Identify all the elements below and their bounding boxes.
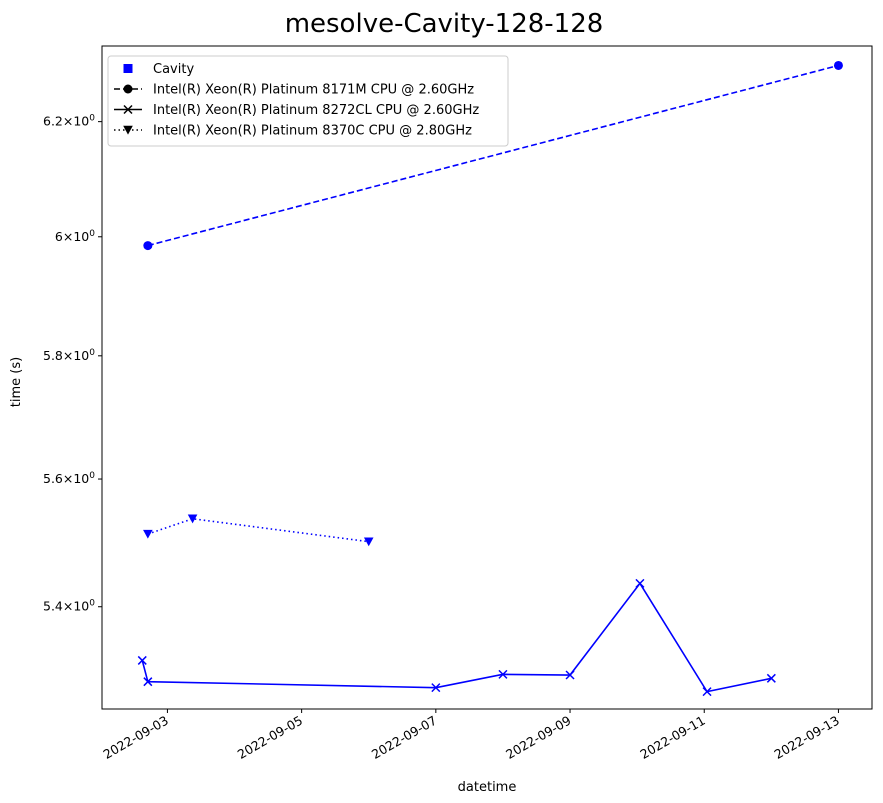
series-3-point-2	[187, 514, 198, 524]
series-2	[137, 578, 776, 697]
legend: Cavity Intel(R) Xeon(R) Platinum 8171M CP…	[107, 55, 509, 147]
series-2-point-3	[431, 683, 441, 693]
plot-area	[102, 46, 872, 709]
x-axis-label: datetime	[458, 780, 517, 795]
y-tick-label-1: 5.4×100	[43, 599, 95, 614]
legend-marker-1	[123, 64, 133, 73]
legend-marker-4	[123, 125, 133, 135]
series-3-point-3	[363, 537, 374, 547]
legend-entry-2: Intel(R) Xeon(R) Platinum 8171M CPU @ 2.…	[114, 83, 474, 98]
x-tick-label-1: 2022-09-03	[101, 713, 171, 762]
x-tick-label-4: 2022-09-09	[503, 713, 573, 762]
legend-label-3: Intel(R) Xeon(R) Platinum 8272CL CPU @ 2…	[153, 103, 479, 118]
legend-entry-4: Intel(R) Xeon(R) Platinum 8370C CPU @ 2.…	[114, 124, 472, 139]
legend-label-1: Cavity	[153, 62, 194, 77]
legend-label-4: Intel(R) Xeon(R) Platinum 8370C CPU @ 2.…	[153, 124, 472, 139]
series-2-point-4	[498, 669, 508, 679]
legend-entry-3: Intel(R) Xeon(R) Platinum 8272CL CPU @ 2…	[114, 103, 479, 118]
series-1-line	[147, 64, 839, 247]
legend-marker-2	[123, 84, 133, 94]
series-2-point-1	[137, 655, 147, 665]
y-tick-label-2: 5.6×100	[43, 471, 95, 486]
series-1-point-1	[143, 241, 153, 251]
x-tick-label-5: 2022-09-11	[637, 713, 707, 762]
series-3-point-1	[143, 529, 153, 539]
series-1	[143, 60, 843, 251]
series-2-point-8	[766, 673, 776, 683]
y-tick-label-3: 5.8×100	[43, 348, 95, 363]
y-tick-label-4: 6×100	[55, 229, 95, 244]
series-1-point-2	[833, 60, 843, 70]
series-3	[143, 514, 374, 547]
series-2-line	[141, 581, 772, 693]
legend-entry-1: Cavity	[123, 62, 194, 77]
series-layer	[137, 60, 843, 697]
series-2-point-5	[565, 670, 575, 680]
x-tick-label-3: 2022-09-07	[369, 713, 439, 762]
x-tick-label-2: 2022-09-05	[235, 713, 305, 762]
legend-marker-3	[123, 104, 133, 115]
series-2-point-6	[635, 578, 645, 588]
chart-title: mesolve-Cavity-128-128	[285, 9, 604, 39]
series-2-point-7	[702, 687, 712, 697]
plot-frame	[101, 45, 873, 710]
legend-box	[107, 55, 509, 147]
plot-background	[102, 46, 872, 709]
legend-label-2: Intel(R) Xeon(R) Platinum 8171M CPU @ 2.…	[153, 83, 474, 98]
x-tick-label-6: 2022-09-13	[772, 713, 842, 762]
series-2-point-2	[143, 677, 153, 687]
y-axis-label: time (s)	[9, 357, 24, 407]
y-tick-label-5: 6.2×100	[43, 114, 95, 129]
